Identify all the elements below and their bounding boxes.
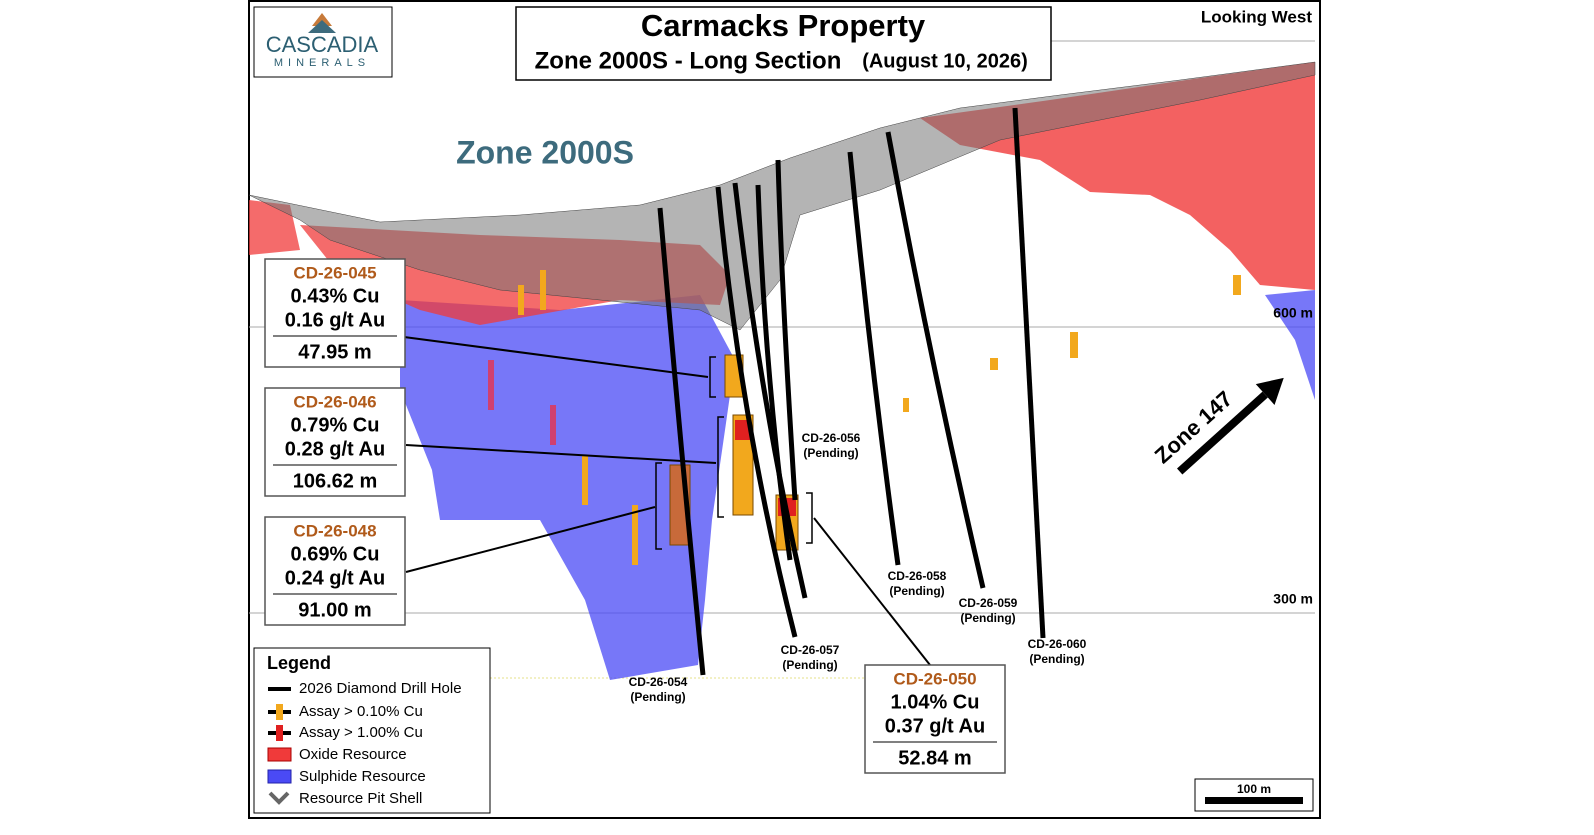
- hole-label: CD-26-060: [1028, 637, 1087, 651]
- legend-items: 2026 Diamond Drill Hole Assay > 0.10% Cu A…: [299, 680, 462, 807]
- drill-hole: [775, 159, 798, 501]
- elevation-label: 600 m: [1273, 305, 1313, 321]
- legend-item: Assay > 1.00% Cu: [299, 724, 423, 741]
- bracket: [717, 416, 724, 518]
- arrow-head: [1255, 377, 1284, 405]
- zone-label: Zone 2000S: [456, 134, 634, 170]
- assay: [1233, 275, 1241, 295]
- assay: [632, 505, 638, 565]
- callout-length: 52.84 m: [898, 747, 971, 769]
- assay: [540, 270, 546, 310]
- callout-box: [264, 258, 406, 368]
- scale-box: [1194, 778, 1314, 812]
- legend-symbol: [276, 704, 283, 720]
- legend-title: Legend: [267, 653, 331, 673]
- drill-holes: [657, 107, 1046, 676]
- leader-line: [403, 336, 709, 378]
- leaders: [403, 336, 931, 666]
- callout-au: 0.16 g/t Au: [285, 309, 385, 331]
- hole-label: CD-26-058: [888, 569, 947, 583]
- callout-au: 0.37 g/t Au: [885, 715, 985, 737]
- leader-line: [813, 517, 931, 666]
- legend-item: Oxide Resource: [299, 746, 407, 763]
- drill-hole: [657, 207, 706, 676]
- drill-hole: [715, 186, 798, 638]
- callout-au: 0.24 g/t Au: [285, 567, 385, 589]
- callout-hole: CD-26-046: [293, 392, 376, 411]
- title-box: [515, 6, 1052, 81]
- legend-box: [253, 647, 491, 814]
- labels: CD-26-045 0.43% Cu0.16 g/t Au 47.95 m CD-26…: [264, 258, 1087, 774]
- hole-label: CD-26-059: [959, 596, 1018, 610]
- legend-symbol: [267, 747, 292, 762]
- hole-label: CD-26-054: [629, 675, 688, 689]
- brackets: [655, 356, 813, 550]
- callout-hole: CD-26-050: [893, 669, 976, 688]
- sulphide-resource: [1265, 290, 1315, 400]
- assay: [990, 358, 998, 370]
- leader-line: [405, 444, 717, 464]
- pit-shell: [248, 61, 1316, 331]
- assay: [518, 285, 524, 315]
- elevation-label: 300 m: [1273, 591, 1313, 607]
- hole-status: (Pending): [630, 690, 685, 704]
- callout-hole: CD-26-048: [293, 521, 376, 540]
- subtitle: Zone 2000S - Long Section: [535, 47, 842, 74]
- callout-au: 0.28 g/t Au: [285, 438, 385, 460]
- bracket: [709, 356, 716, 398]
- legend-item: 2026 Diamond Drill Hole: [299, 680, 462, 697]
- drill-hole: [732, 182, 808, 599]
- arrow-shaft: [1177, 391, 1268, 475]
- callout-length: 47.95 m: [298, 341, 371, 363]
- callout-box: [264, 516, 406, 626]
- scale-label: 100 m: [1237, 782, 1271, 796]
- legend-symbol: [267, 769, 292, 784]
- drill-hole: [847, 151, 901, 566]
- bracket: [655, 462, 662, 550]
- title: Carmacks Property: [641, 8, 926, 43]
- drill-hole: [755, 184, 793, 561]
- callout-hole: CD-26-045: [293, 263, 376, 282]
- bracket: [806, 492, 813, 544]
- assay: [903, 398, 909, 412]
- assay: [735, 420, 751, 440]
- callout-cu: 0.79% Cu: [291, 414, 380, 436]
- callout-cu: 0.43% Cu: [291, 285, 380, 307]
- date: (August 10, 2026): [862, 50, 1028, 72]
- scale-bar: [1205, 797, 1303, 804]
- callout-cu: 0.69% Cu: [291, 543, 380, 565]
- assay: [488, 360, 494, 410]
- callout-cu: 1.04% Cu: [891, 691, 980, 713]
- hole-status: (Pending): [803, 446, 858, 460]
- hole-label: CD-26-056: [802, 431, 861, 445]
- hole-status: (Pending): [889, 584, 944, 598]
- hole-status: (Pending): [960, 611, 1015, 625]
- callout-box: [264, 387, 406, 497]
- assay: [550, 405, 556, 445]
- hole-status: (Pending): [1029, 652, 1084, 666]
- logo-tagline: MINERALS: [274, 57, 370, 69]
- hole-status: (Pending): [782, 658, 837, 672]
- assay: [582, 455, 588, 505]
- callout-box: [864, 664, 1006, 774]
- view-direction: Looking West: [1201, 7, 1312, 26]
- assay: [1070, 332, 1078, 358]
- legend-symbol: [268, 791, 290, 805]
- legend-item: Assay > 0.10% Cu: [299, 703, 423, 720]
- logo-mark: [312, 13, 332, 26]
- drill-hole: [885, 131, 986, 589]
- logo-name: CASCADIA: [266, 32, 379, 57]
- sulphide-resource: [400, 295, 735, 680]
- callout-length: 91.00 m: [298, 599, 371, 621]
- legend-item: Sulphide Resource: [299, 768, 426, 785]
- logo-mark: [308, 20, 336, 33]
- callout-length: 106.62 m: [293, 470, 378, 492]
- legend-item: Resource Pit Shell: [299, 790, 422, 807]
- legend-symbol: [276, 725, 283, 741]
- hole-label: CD-26-057: [781, 643, 840, 657]
- drill-hole: [1012, 107, 1046, 639]
- leader-line: [405, 506, 656, 573]
